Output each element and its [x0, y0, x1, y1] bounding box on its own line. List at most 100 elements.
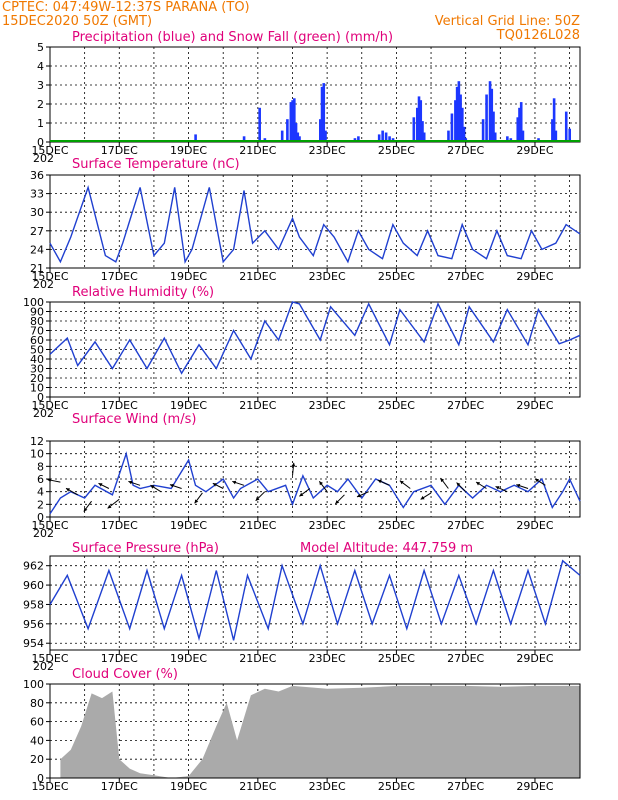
precip-bar	[324, 130, 327, 142]
precip-bar	[455, 86, 459, 142]
x-tick-label: 29DEC	[516, 270, 553, 283]
y-tick-label: 33	[30, 188, 44, 201]
precip-bar	[296, 132, 300, 142]
x-tick-label: 15DEC	[31, 399, 68, 412]
y-tick-label: 90	[30, 306, 44, 319]
wind-arrow-head	[516, 483, 521, 488]
x-tick-label: 25DEC	[378, 652, 415, 665]
wind-arrow-head	[128, 480, 133, 485]
precip-bar	[194, 134, 197, 142]
precip-bar	[521, 130, 525, 142]
precip-bar	[493, 132, 497, 142]
x-tick-year-cut: 202	[33, 660, 54, 673]
y-tick-label: 10	[30, 382, 44, 395]
precip-bar	[490, 88, 494, 142]
x-tick-label: 17DEC	[101, 270, 138, 283]
panel-title-0: Precipitation (blue) and Snow Fall (gree…	[72, 30, 393, 45]
x-tick-label: 27DEC	[447, 519, 484, 532]
x-tick-year-cut: 202	[33, 278, 54, 291]
model-altitude-note: Model Altitude: 447.759 m	[300, 541, 473, 556]
y-tick-label: 962	[23, 560, 44, 573]
precip-bar	[454, 100, 457, 142]
wind-arrow-head	[357, 493, 361, 498]
precip-bar	[506, 136, 509, 142]
y-tick-label: 0	[37, 511, 44, 524]
x-tick-label: 23DEC	[309, 519, 346, 532]
precip-bar	[357, 136, 360, 142]
x-tick-label: 15DEC	[31, 144, 68, 157]
wind-arrow-head	[291, 462, 296, 467]
precip-bar	[564, 111, 568, 142]
x-tick-label: 19DEC	[170, 652, 207, 665]
y-tick-label: 80	[30, 315, 44, 328]
x-tick-label: 15DEC	[31, 780, 68, 793]
y-tick-label: 0	[37, 391, 44, 404]
precip-bar	[551, 119, 554, 142]
precip-bar	[519, 102, 523, 142]
x-tick-label: 25DEC	[378, 780, 415, 793]
precip-bar	[419, 100, 423, 142]
wind-arrow-head	[107, 504, 112, 509]
x-tick-label: 17DEC	[101, 652, 138, 665]
precip-bar	[258, 107, 261, 142]
panel-title-2: Relative Humidity (%)	[72, 285, 214, 300]
x-tick-label: 23DEC	[309, 652, 346, 665]
y-tick-label: 12	[30, 435, 44, 448]
y-tick-label: 50	[30, 344, 44, 357]
precip-bar	[381, 130, 384, 142]
precip-bar	[485, 94, 488, 142]
run-date-header: 15DEC2020 50Z (GMT)	[2, 14, 152, 29]
y-tick-label: 2	[37, 98, 44, 111]
panel-frame-4	[49, 555, 581, 651]
panel-title-5: Cloud Cover (%)	[72, 667, 178, 682]
x-tick-label: 29DEC	[516, 780, 553, 793]
x-tick-label: 25DEC	[378, 519, 415, 532]
panel-frame-1	[49, 174, 581, 269]
precip-bar	[320, 86, 324, 142]
y-tick-label: 24	[30, 243, 44, 256]
x-tick-label: 29DEC	[516, 652, 553, 665]
precip-bar	[450, 113, 454, 142]
x-tick-label: 21DEC	[239, 519, 276, 532]
model-code: TQ0126L028	[496, 28, 580, 43]
wind-arrow-head	[212, 483, 217, 487]
wind-arrow-head	[299, 492, 304, 497]
wind-arrow-head	[150, 485, 155, 489]
precip-bar	[554, 130, 558, 142]
y-tick-label: 960	[23, 579, 44, 592]
wind-arrow-head	[47, 478, 52, 483]
x-tick-label: 27DEC	[447, 144, 484, 157]
grid-line-note: Vertical Grid Line: 50Z	[435, 14, 580, 29]
precip-bar	[516, 117, 520, 142]
x-tick-label: 21DEC	[239, 652, 276, 665]
wind-arrow-head	[83, 507, 88, 512]
precip-bar	[518, 107, 521, 142]
precip-bar	[322, 83, 326, 142]
wind-arrow-head	[335, 500, 340, 504]
wind-arrow-head	[440, 478, 445, 483]
x-tick-label: 29DEC	[516, 519, 553, 532]
series-line-3	[49, 451, 581, 515]
y-tick-label: 27	[30, 225, 44, 238]
x-tick-year-cut: 202	[33, 407, 54, 420]
wind-arrow-head	[169, 483, 174, 488]
x-tick-label: 27DEC	[447, 652, 484, 665]
x-tick-label: 21DEC	[239, 399, 276, 412]
y-tick-label: 30	[30, 206, 44, 219]
precip-bar	[422, 132, 426, 142]
precip-bar	[459, 94, 462, 142]
precip-bar	[412, 117, 416, 142]
x-tick-year-cut: 202	[33, 527, 54, 540]
x-tick-label: 23DEC	[309, 144, 346, 157]
wind-arrow-head	[194, 499, 199, 504]
y-tick-label: 956	[23, 618, 44, 631]
x-tick-label: 25DEC	[378, 270, 415, 283]
y-tick-label: 100	[23, 296, 44, 309]
series-line-1	[49, 184, 581, 264]
wind-arrow-head	[476, 482, 481, 486]
wind-arrow-head	[319, 481, 323, 486]
x-tick-label: 27DEC	[447, 780, 484, 793]
y-tick-label: 36	[30, 169, 44, 182]
panel-title-1: Surface Temperature (nC)	[72, 157, 240, 172]
x-tick-label: 21DEC	[239, 144, 276, 157]
